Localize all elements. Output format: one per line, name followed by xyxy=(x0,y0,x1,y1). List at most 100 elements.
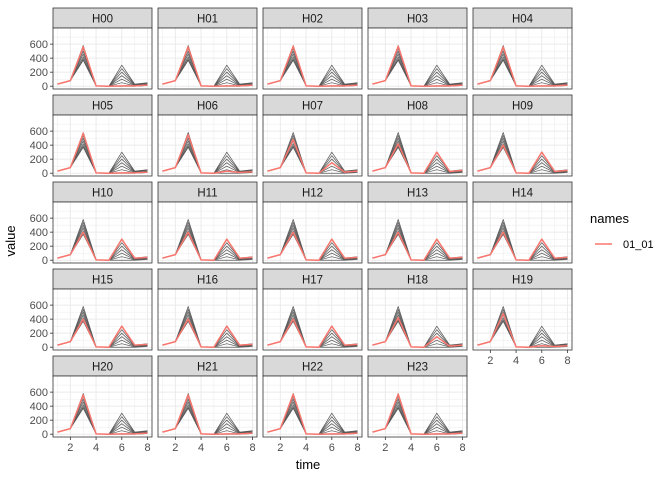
panel-border xyxy=(157,27,258,90)
legend-title: names xyxy=(590,211,630,226)
series-line-01_01 xyxy=(267,45,358,87)
facet-panel-H19: H19 2 4 6 8 xyxy=(472,268,573,367)
facet-strip-label: H08 xyxy=(407,101,428,113)
facet-panel-H10: H10 0 200 400 600 xyxy=(30,181,153,267)
panel-border xyxy=(472,114,573,177)
series-line-01_01 xyxy=(477,312,568,348)
facet-panel-H23: H23 2 4 6 8 xyxy=(367,355,468,454)
facet-panel-H05: H05 0 200 400 600 xyxy=(30,94,153,180)
legend: names 01_01 xyxy=(590,211,654,251)
facet-strip-label: H20 xyxy=(92,362,113,374)
series-line-01_01 xyxy=(162,133,253,174)
panel-border xyxy=(262,288,363,351)
y-tick-label: 0 xyxy=(42,429,48,441)
facet-strip-label: H12 xyxy=(302,188,323,200)
facet-panel-H13: H13 xyxy=(367,181,468,264)
x-tick-label: 4 xyxy=(198,442,204,454)
panel-border xyxy=(262,114,363,177)
x-tick-label: 2 xyxy=(67,442,73,454)
y-tick-label: 400 xyxy=(30,53,48,65)
y-axis-title: value xyxy=(3,225,18,256)
facet-panel-H12: H12 xyxy=(262,181,363,264)
panel-border xyxy=(367,375,468,438)
panel-border xyxy=(472,288,573,351)
series-line-01_01 xyxy=(57,46,148,87)
facet-strip-label: H17 xyxy=(302,275,323,287)
panel-border xyxy=(367,288,468,351)
y-tick-label: 200 xyxy=(30,328,48,340)
facet-panel-H00: H00 0 200 400 600 xyxy=(30,7,153,93)
panel-border xyxy=(157,201,258,264)
series-line-01_01 xyxy=(267,231,358,261)
facet-panel-H18: H18 xyxy=(367,268,468,351)
facet-strip-label: H03 xyxy=(407,14,428,26)
panel-border xyxy=(157,114,258,177)
series-line-01_01 xyxy=(372,45,463,87)
facet-panel-H15: H15 0 200 400 600 xyxy=(30,268,153,354)
facet-strip-label: H11 xyxy=(197,188,217,200)
series-line-01_01 xyxy=(57,318,148,348)
facet-panel-H21: H21 2 4 6 8 xyxy=(157,355,258,454)
series-line-01_01 xyxy=(267,393,358,435)
x-tick-label: 4 xyxy=(93,442,99,454)
x-tick-label: 4 xyxy=(303,442,309,454)
facet-strip-label: H18 xyxy=(407,275,428,287)
x-tick-label: 2 xyxy=(487,355,493,367)
x-tick-label: 2 xyxy=(172,442,178,454)
x-tick-label: 6 xyxy=(539,355,545,367)
panel-border xyxy=(472,27,573,90)
facet-strip-label: H00 xyxy=(92,14,113,26)
x-tick-label: 2 xyxy=(382,442,388,454)
panel-border xyxy=(367,201,468,264)
series-line-01_01 xyxy=(477,46,568,87)
panel-border xyxy=(157,375,258,438)
panel-border xyxy=(157,288,258,351)
y-tick-label: 400 xyxy=(30,227,48,239)
x-tick-label: 8 xyxy=(249,442,255,454)
facet-panel-H22: H22 2 4 6 8 xyxy=(262,355,363,454)
y-tick-label: 600 xyxy=(30,300,48,312)
facet-panel-H02: H02 xyxy=(262,7,363,90)
x-tick-label: 6 xyxy=(119,442,125,454)
facet-panel-H20: H20 0 200 400 600 2 4 6 8 xyxy=(30,355,153,454)
x-tick-label: 6 xyxy=(224,442,230,454)
series-line-01_01 xyxy=(372,231,463,261)
y-tick-label: 600 xyxy=(30,126,48,138)
facet-strip-label: H22 xyxy=(302,362,323,374)
facet-strip-label: H15 xyxy=(92,275,113,287)
y-tick-label: 0 xyxy=(42,168,48,180)
facet-strip-label: H23 xyxy=(407,362,428,374)
facet-panel-H14: H14 xyxy=(472,181,573,264)
legend-label-01_01: 01_01 xyxy=(623,239,654,251)
series-line-01_01 xyxy=(267,138,358,174)
series-line-01_01 xyxy=(372,143,463,174)
x-tick-label: 6 xyxy=(434,442,440,454)
y-tick-label: 200 xyxy=(30,415,48,427)
facet-panel-H11: H11 xyxy=(157,181,258,264)
y-tick-label: 200 xyxy=(30,241,48,253)
panel-border xyxy=(367,27,468,90)
facet-strip-label: H05 xyxy=(92,101,113,113)
x-axis-title: time xyxy=(296,457,321,472)
facet-panel-H16: H16 xyxy=(157,268,258,351)
x-tick-label: 4 xyxy=(513,355,519,367)
x-tick-label: 8 xyxy=(354,442,360,454)
facet-strip-label: H16 xyxy=(197,275,218,287)
facet-panel-H04: H04 xyxy=(472,7,573,90)
y-tick-label: 600 xyxy=(30,387,48,399)
x-tick-label: 2 xyxy=(277,442,283,454)
series-line-01_01 xyxy=(162,318,253,348)
facet-panel-H09: H09 xyxy=(472,94,573,177)
y-tick-label: 600 xyxy=(30,213,48,225)
facet-strip-label: H19 xyxy=(512,275,533,287)
series-line-01_01 xyxy=(57,132,148,174)
facet-panel-H03: H03 xyxy=(367,7,468,90)
facet-strip-label: H07 xyxy=(302,101,323,113)
y-tick-label: 200 xyxy=(30,67,48,79)
facet-strip-label: H04 xyxy=(512,14,534,26)
series-line-01_01 xyxy=(477,144,568,174)
y-tick-label: 400 xyxy=(30,401,48,413)
x-tick-label: 6 xyxy=(329,442,335,454)
